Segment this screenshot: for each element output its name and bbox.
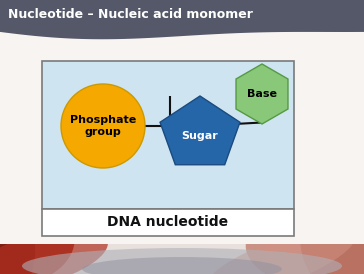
Ellipse shape [205,228,356,274]
Polygon shape [160,96,240,165]
Ellipse shape [300,184,364,274]
Ellipse shape [309,0,364,154]
Text: Base: Base [247,89,277,99]
FancyBboxPatch shape [0,0,364,30]
Ellipse shape [227,21,364,97]
Ellipse shape [234,0,364,82]
FancyBboxPatch shape [42,61,294,209]
Text: Sugar: Sugar [182,131,218,141]
Ellipse shape [211,0,364,69]
Ellipse shape [0,204,35,274]
Circle shape [61,84,145,168]
Ellipse shape [246,218,364,274]
FancyBboxPatch shape [0,30,364,244]
Ellipse shape [279,0,364,124]
Polygon shape [236,64,288,124]
Ellipse shape [0,229,108,274]
Ellipse shape [22,248,342,274]
Text: DNA nucleotide: DNA nucleotide [107,215,229,230]
Text: Phosphate
group: Phosphate group [70,115,136,137]
Ellipse shape [82,257,282,274]
Ellipse shape [164,2,364,87]
Ellipse shape [0,204,75,274]
Text: Nucleotide – Nucleic acid monomer: Nucleotide – Nucleic acid monomer [8,8,253,21]
FancyBboxPatch shape [42,209,294,236]
Polygon shape [0,0,364,39]
